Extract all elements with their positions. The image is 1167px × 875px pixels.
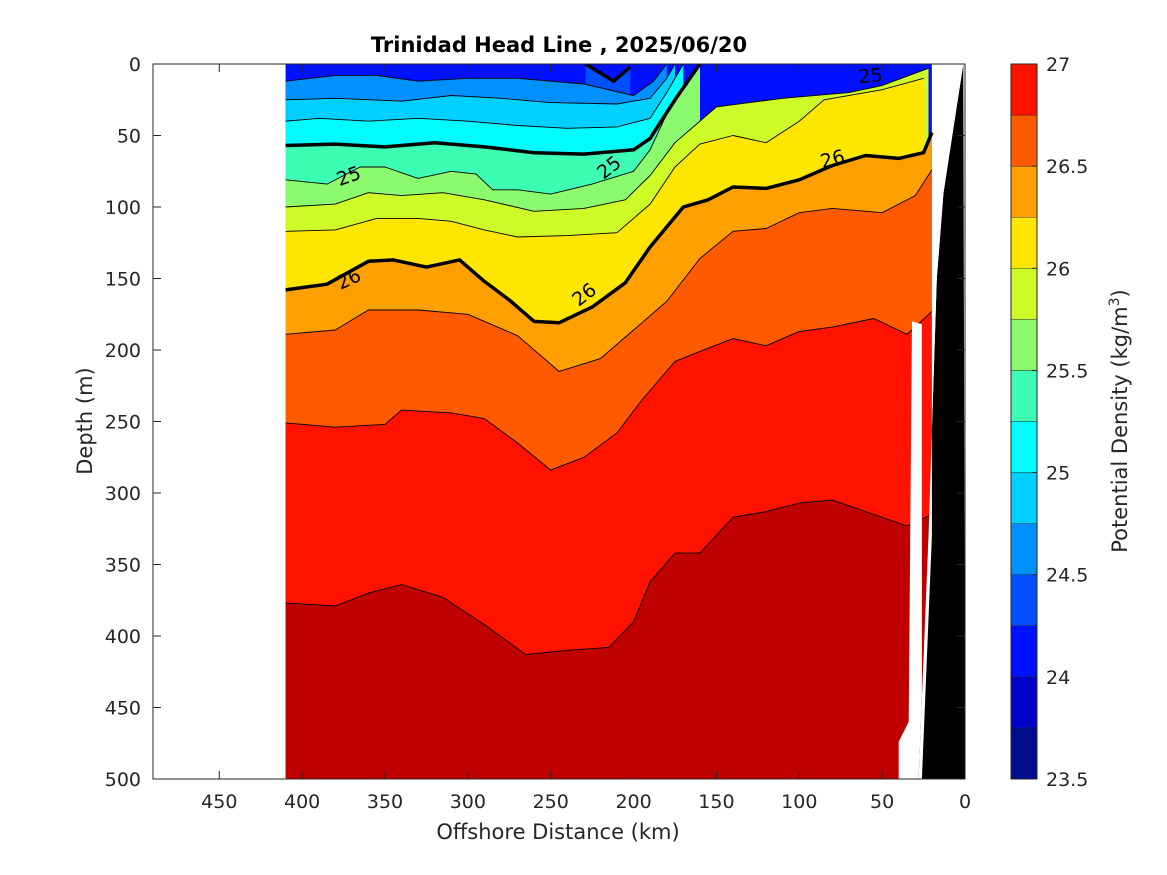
- x-tick-label: 450: [201, 791, 237, 813]
- colorbar-band: [1010, 625, 1038, 678]
- x-tick-label: 400: [284, 791, 320, 813]
- contour-line-26.5: [285, 311, 933, 471]
- bathymetry: [898, 64, 965, 779]
- colorbar-tick-label: 24.5: [1046, 565, 1088, 587]
- x-axis-title: Offshore Distance (km): [436, 820, 679, 844]
- colorbar-tick-label: 25.5: [1046, 360, 1088, 382]
- no-data-gap: [898, 321, 922, 779]
- contour-line-24: [584, 64, 632, 83]
- contour-label-text: 25: [858, 64, 884, 88]
- y-tick-label: 0: [129, 54, 141, 76]
- colorbar-band: [1010, 217, 1038, 269]
- y-tick-label: 50: [117, 126, 141, 148]
- colorbar-band: [1010, 676, 1038, 729]
- colorbar-tick-label: 26.5: [1046, 156, 1088, 178]
- x-tick-label: 0: [959, 791, 971, 813]
- seafloor: [918, 64, 965, 779]
- contour-line-24.25: [285, 64, 668, 96]
- contour-line-24.75: [285, 64, 684, 129]
- x-tick-label: 150: [698, 791, 734, 813]
- colorbar-title-superscript: 3: [1107, 297, 1123, 306]
- density-fills: [285, 64, 932, 779]
- colorbar-band: [1010, 319, 1038, 371]
- colorbar-ticks: 27 26.5 26 25.5 25 24.5 24 23.5: [1032, 54, 1088, 791]
- colorbar-frame: [1010, 63, 1038, 780]
- contour-line-26.75: [285, 499, 933, 656]
- colorbar-tick-label: 24: [1046, 667, 1070, 689]
- colorbar-band: [1010, 165, 1038, 218]
- y-tick-label: 250: [105, 412, 141, 434]
- colorbar-band: [1010, 727, 1038, 780]
- y-tick-label: 400: [105, 626, 141, 648]
- contour-lines: [285, 64, 934, 656]
- x-tick-label: 250: [533, 791, 569, 813]
- colorbar-title-suffix: ): [1108, 289, 1132, 297]
- y-axis-ticks: 0 50 100 150 200 250 300 350 400 450 500: [105, 54, 965, 791]
- y-axis-title: Depth (m): [73, 367, 97, 474]
- colorbar-band: [1010, 63, 1038, 116]
- x-tick-label: 50: [870, 791, 894, 813]
- colorbar-band: [1010, 421, 1038, 473]
- y-tick-label: 450: [105, 698, 141, 720]
- contour-line-25.75: [285, 77, 924, 238]
- y-tick-label: 500: [105, 769, 141, 791]
- colorbar-band: [1010, 114, 1038, 167]
- contour-line-24.5: [285, 64, 676, 105]
- contour-line-26.25: [285, 169, 933, 372]
- x-tick-label: 200: [615, 791, 651, 813]
- colorbar-title-main: Potential Density (kg/m: [1108, 306, 1132, 552]
- colorbar-tick-label: 25: [1046, 463, 1070, 485]
- colorbar-band: [1010, 574, 1038, 626]
- x-axis-ticks: 450 400 350 300 250 200 150 100 50 0: [201, 64, 971, 813]
- colorbar-tick-label: 26: [1046, 258, 1070, 280]
- nearshore-white-band: [918, 64, 964, 779]
- colorbar-title: Potential Density (kg/m3): [1107, 289, 1132, 553]
- colorbar-tick-label: 23.5: [1046, 769, 1088, 791]
- y-tick-label: 200: [105, 340, 141, 362]
- contour-line-25: [285, 64, 702, 156]
- colorbar-band: [1010, 523, 1038, 575]
- y-tick-label: 300: [105, 483, 141, 505]
- colorbar-band: [1010, 268, 1038, 320]
- y-tick-label: 150: [105, 269, 141, 291]
- contour-line-26: [285, 131, 934, 325]
- x-tick-label: 350: [367, 791, 403, 813]
- contour-label-2: 25: [858, 64, 884, 88]
- contour-line-25.25: [285, 64, 701, 195]
- colorbar-band: [1010, 472, 1038, 524]
- fill-above-26.75: [285, 500, 932, 779]
- y-tick-label: 100: [105, 197, 141, 219]
- colorbar-tick-label: 27: [1046, 54, 1070, 76]
- colorbar: [1010, 63, 1038, 780]
- y-tick-label: 350: [105, 555, 141, 577]
- x-tick-label: 100: [781, 791, 817, 813]
- chart-title: Trinidad Head Line , 2025/06/20: [371, 33, 747, 57]
- x-tick-label: 300: [450, 791, 486, 813]
- colorbar-band: [1010, 370, 1038, 422]
- contour-line-25.5: [285, 67, 929, 212]
